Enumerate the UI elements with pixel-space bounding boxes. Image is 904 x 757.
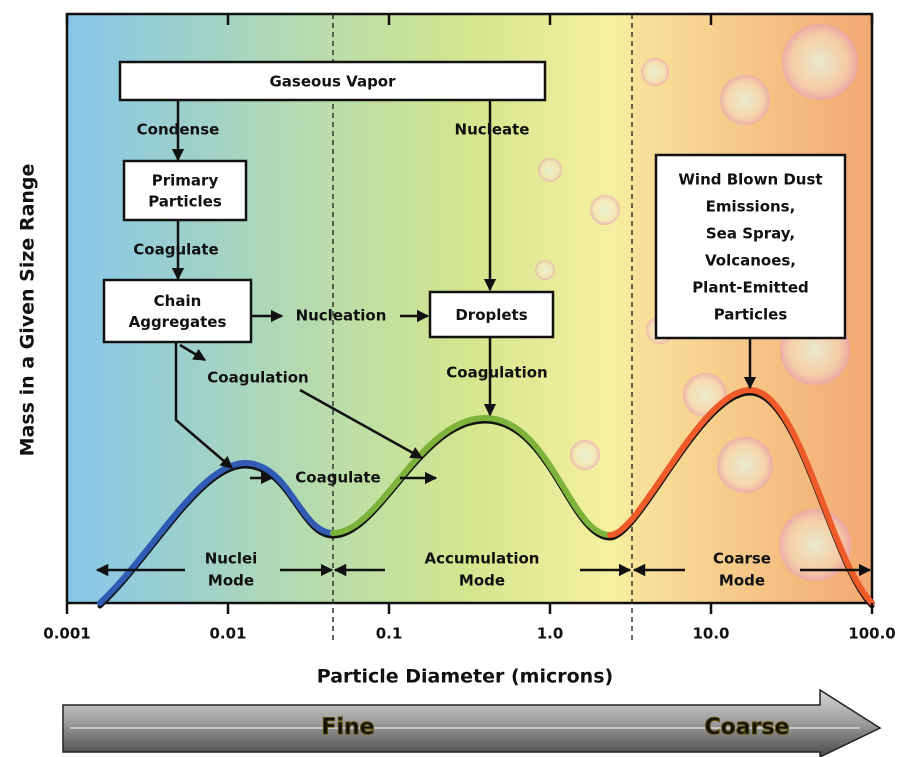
box-label: Volcanoes, (705, 252, 796, 270)
x-tick-label: 10.0 (692, 625, 729, 643)
process-label: Condense (137, 121, 220, 139)
y-axis-label: Mass in a Given Size Range (17, 164, 39, 457)
size-arrow (62, 688, 882, 757)
box (654, 153, 847, 340)
box-label: Emissions, (706, 198, 796, 216)
box (122, 159, 248, 222)
process-label: Coagulation (446, 364, 547, 382)
box-label: Particles (148, 193, 222, 211)
mode-label: Coarse (713, 550, 771, 568)
mode-label: Mode (208, 572, 254, 590)
process-label: Nucleation (296, 307, 387, 325)
box-label: Aggregates (129, 313, 227, 331)
box (118, 60, 547, 102)
mode-label: Accumulation (425, 550, 540, 568)
x-tick-label: 0.01 (209, 625, 246, 643)
box-label: Plant-Emitted (692, 279, 809, 297)
x-axis-label: Particle Diameter (microns) (317, 666, 613, 688)
mode-label: Nuclei (205, 550, 258, 568)
box (102, 278, 253, 344)
x-tick-label: 0.1 (376, 625, 403, 643)
box-label: Primary (152, 172, 219, 190)
process-label: Coagulate (295, 469, 380, 487)
size-band-label: Coarse (705, 715, 790, 740)
size-band-label: Fine (321, 715, 374, 740)
box-label: Gaseous Vapor (269, 73, 396, 91)
mode-label: Mode (459, 572, 505, 590)
box (428, 290, 555, 339)
x-tick-label: 100.0 (848, 625, 895, 643)
x-tick-label: 1.0 (537, 625, 564, 643)
box-label: Chain (154, 292, 202, 310)
process-label: Nucleate (455, 121, 530, 139)
box-label: Sea Spray, (706, 225, 795, 243)
x-tick-label: 0.001 (43, 625, 90, 643)
mode-label: Mode (719, 572, 765, 590)
box-label: Wind Blown Dust (678, 171, 822, 189)
box-label: Particles (714, 306, 788, 324)
process-label: Coagulation (207, 369, 308, 387)
process-label: Coagulate (133, 241, 218, 259)
curve (97, 386, 875, 609)
box-label: Droplets (455, 306, 527, 324)
arrows (95, 100, 872, 577)
